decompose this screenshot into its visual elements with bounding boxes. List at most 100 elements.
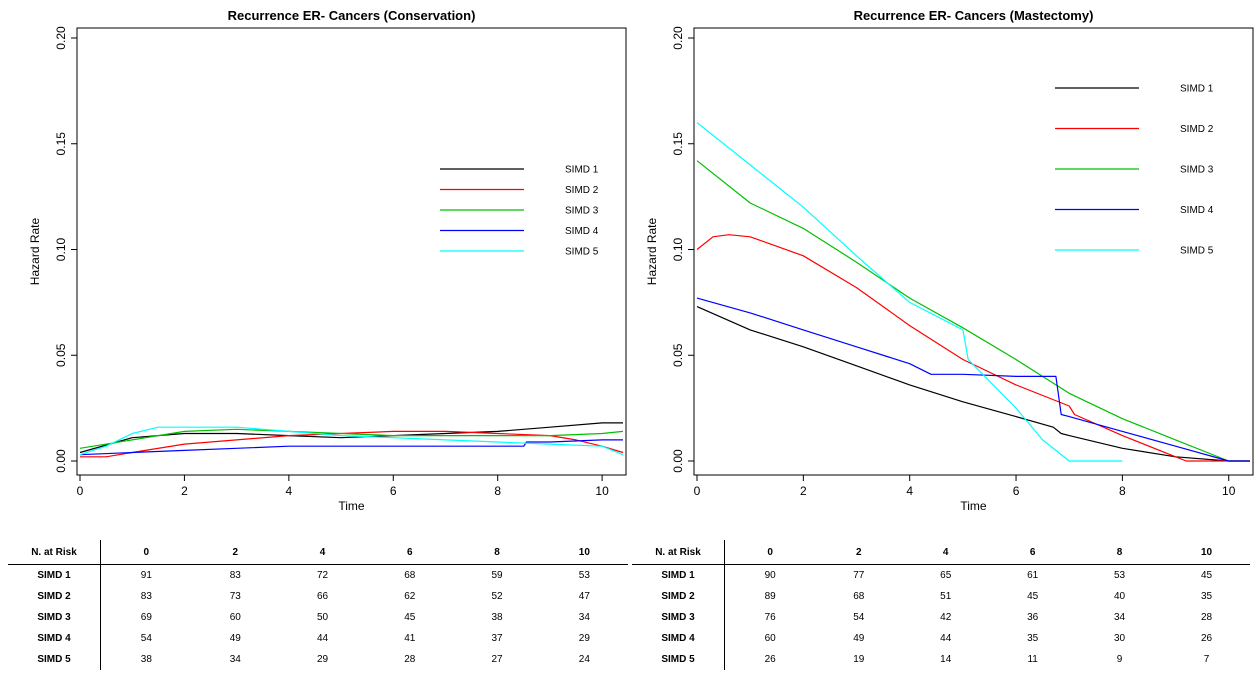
series-line-simd-2 — [696, 234, 1250, 462]
table-row: SIMD 2 89 68 51 45 40 35 — [632, 586, 1250, 607]
risk-cell: 29 — [316, 654, 329, 665]
y-tick-label: 0.20 — [54, 26, 68, 50]
risk-cell: 83 — [229, 570, 241, 581]
series-line-simd-5 — [696, 122, 1123, 462]
risk-cell: 65 — [940, 570, 952, 581]
risk-cell: 62 — [404, 591, 416, 602]
risk-cell: 45 — [1200, 570, 1213, 581]
table-row: SIMD 5 38 34 29 28 27 24 — [8, 649, 628, 670]
risk-cell: 41 — [404, 633, 416, 644]
risk-cell: 40 — [1113, 591, 1126, 602]
risk-cell: 11 — [1027, 654, 1038, 665]
series-line-simd-1 — [696, 306, 1250, 462]
y-tick-label: 0.05 — [671, 343, 685, 367]
risk-cell: 26 — [1200, 633, 1213, 644]
legend-label: SIMD 3 — [1180, 165, 1214, 176]
risk-time-header: 6 — [407, 546, 413, 558]
x-tick-label: 10 — [1222, 484, 1236, 498]
risk-cell: 34 — [578, 612, 590, 623]
y-tick-label: 0.15 — [671, 132, 685, 156]
risk-time-header: 6 — [1029, 546, 1036, 558]
chart-panel-0: Recurrence ER- Cancers (Conservation) 0 2 4… — [28, 8, 627, 513]
legend-label: SIMD 5 — [1180, 246, 1214, 257]
risk-cell: 14 — [940, 654, 952, 665]
risk-cell: 51 — [940, 591, 952, 602]
risk-row-label: SIMD 2 — [8, 586, 101, 607]
risk-cell: 28 — [1200, 612, 1213, 623]
risk-cell: 91 — [140, 570, 152, 581]
legend-label: SIMD 2 — [565, 185, 599, 196]
risk-cell: 44 — [316, 633, 329, 644]
risk-cell: 59 — [491, 570, 503, 581]
legend-label: SIMD 3 — [565, 206, 599, 217]
risk-time-header: 2 — [232, 546, 239, 558]
risk-cell: 68 — [853, 591, 865, 602]
y-tick-label: 0.20 — [671, 26, 685, 50]
risk-cell: 34 — [229, 654, 241, 665]
y-tick-label: 0.00 — [54, 449, 68, 473]
risk-cell: 34 — [1113, 612, 1126, 623]
risk-cell: 45 — [404, 612, 416, 623]
y-tick-label: 0.00 — [671, 449, 685, 473]
risk-row-label: SIMD 4 — [8, 628, 101, 649]
risk-cell: 35 — [1200, 591, 1213, 602]
series-line-simd-4 — [696, 297, 1250, 462]
risk-row-label: SIMD 2 — [632, 586, 725, 607]
risk-row-label: SIMD 3 — [632, 607, 725, 628]
risk-cell: 73 — [229, 591, 241, 602]
risk-cell: 37 — [491, 633, 503, 644]
risk-cell: 53 — [578, 570, 590, 581]
x-tick-label: 2 — [800, 484, 807, 498]
legend-label: SIMD 1 — [565, 165, 599, 176]
risk-cell: 54 — [140, 633, 152, 644]
legend-label: SIMD 1 — [1180, 84, 1214, 95]
risk-cell: 89 — [764, 591, 776, 602]
risk-cell: 60 — [764, 633, 776, 644]
risk-cell: 30 — [1113, 633, 1126, 644]
risk-cell: 26 — [764, 654, 776, 665]
series-line-simd-4 — [79, 439, 623, 456]
risk-cell: 77 — [853, 570, 865, 581]
table-row: SIMD 4 60 49 44 35 30 26 — [632, 628, 1250, 649]
risk-cell: 38 — [491, 612, 503, 623]
chart-title: Recurrence ER- Cancers (Conservation) — [228, 8, 476, 23]
risk-cell: 52 — [491, 591, 503, 602]
y-axis-label: Hazard Rate — [28, 217, 42, 285]
risk-cell: 42 — [940, 612, 952, 623]
x-tick-label: 10 — [595, 484, 609, 498]
risk-cell: 50 — [316, 612, 329, 623]
risk-cell: 72 — [316, 570, 329, 581]
risk-table-mastectomy: N. at Risk 0 2 4 6 8 10 SIMD 1 90 77 65 … — [632, 540, 1250, 670]
series-line-simd-3 — [696, 160, 1250, 462]
risk-cell: 76 — [764, 612, 776, 623]
risk-cell: 19 — [853, 654, 865, 665]
series-line-simd-5 — [79, 426, 624, 456]
y-tick-label: 0.15 — [54, 132, 68, 156]
risk-time-header: 10 — [1200, 546, 1213, 558]
risk-table-header-row: N. at Risk 0 2 4 6 8 10 — [8, 540, 628, 565]
x-tick-label: 0 — [77, 484, 84, 498]
x-tick-label: 2 — [181, 484, 188, 498]
risk-cell: 38 — [140, 654, 152, 665]
legend-label: SIMD 5 — [565, 247, 599, 258]
risk-time-header: 8 — [1116, 546, 1123, 558]
risk-cell: 35 — [1027, 633, 1039, 644]
risk-table-conservation: N. at Risk 0 2 4 6 8 10 SIMD 1 91 83 72 … — [8, 540, 628, 670]
y-tick-label: 0.10 — [671, 237, 685, 261]
risk-row-label: SIMD 5 — [632, 649, 725, 670]
risk-cell: 9 — [1116, 654, 1123, 665]
series-line-simd-2 — [80, 430, 624, 458]
risk-cell: 44 — [940, 633, 952, 644]
risk-cell: 28 — [404, 654, 416, 665]
risk-table-header-row: N. at Risk 0 2 4 6 8 10 — [632, 540, 1250, 565]
risk-time-header: 10 — [578, 546, 590, 558]
x-tick-label: 8 — [1119, 484, 1126, 498]
risk-row-label: SIMD 1 — [8, 564, 101, 586]
risk-cell: 7 — [1203, 654, 1210, 665]
x-axis-label: Time — [960, 499, 987, 513]
risk-row-label: SIMD 4 — [632, 628, 725, 649]
chart-panel-1: Recurrence ER- Cancers (Mastectomy) 0 2 4 6 8… — [645, 8, 1254, 513]
risk-cell: 83 — [140, 591, 152, 602]
risk-cell: 60 — [229, 612, 241, 623]
risk-cell: 47 — [578, 591, 590, 602]
